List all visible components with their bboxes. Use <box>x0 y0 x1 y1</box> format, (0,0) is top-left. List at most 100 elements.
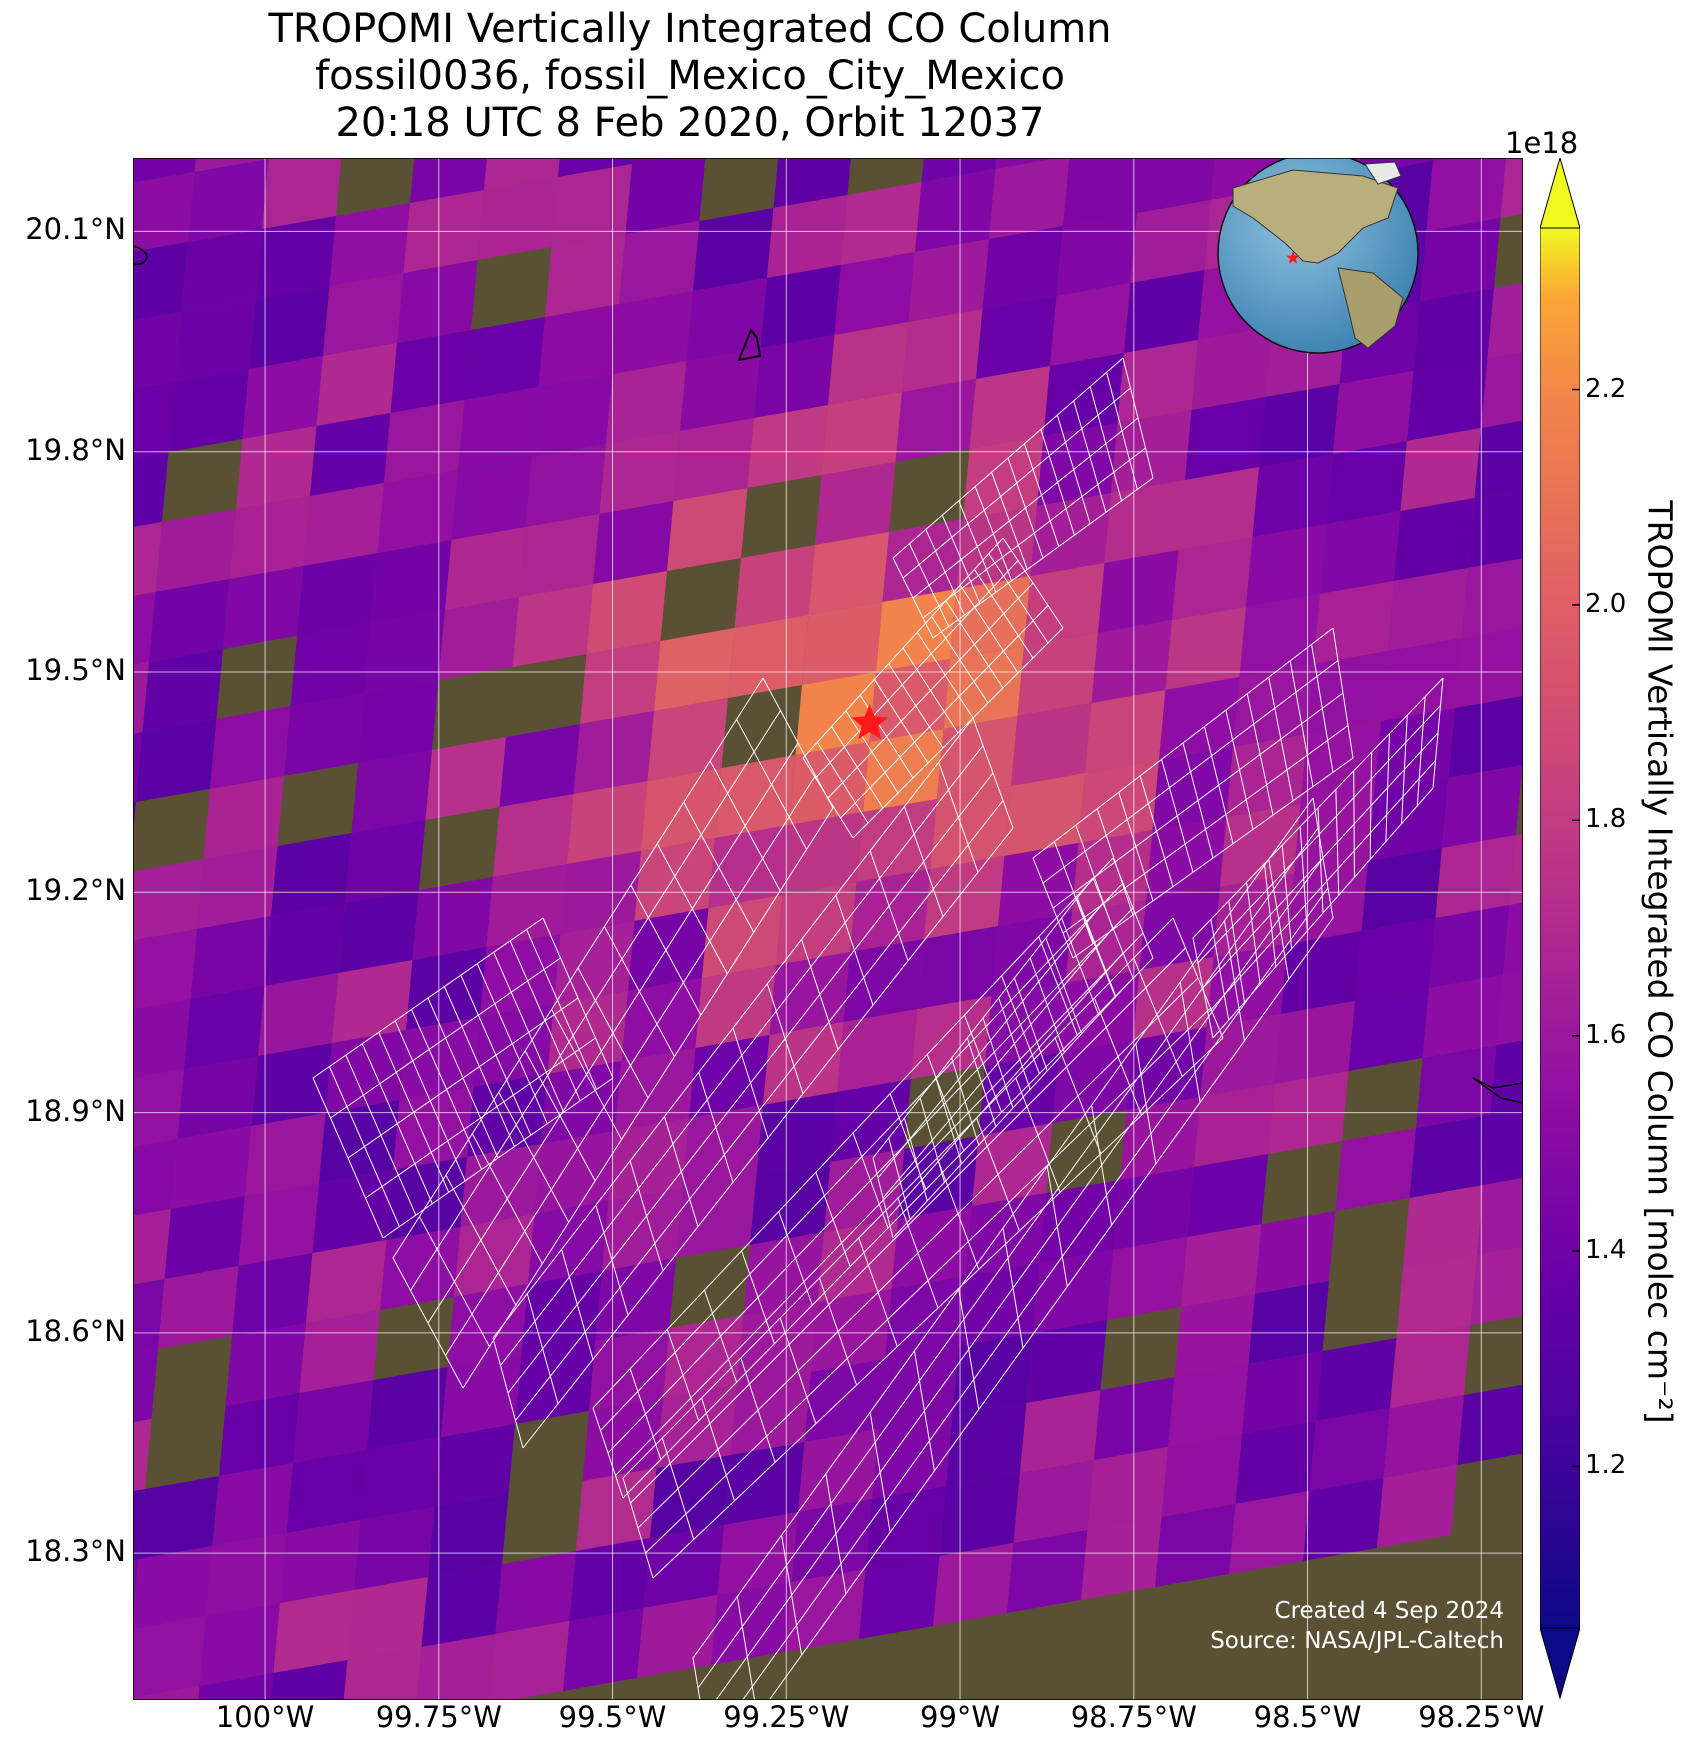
site-star-marker <box>851 704 889 740</box>
co-pixel <box>521 1271 602 1354</box>
lon-tick-label: 99°W <box>920 1700 1001 1734</box>
co-pixel <box>582 1398 663 1481</box>
co-pixel <box>1098 550 1179 633</box>
co-pixel <box>198 1673 274 1700</box>
co-pixel <box>133 1279 165 1354</box>
co-pixel <box>133 1686 200 1700</box>
co-pixel <box>133 1209 171 1285</box>
co-pixel <box>634 838 715 921</box>
co-pixel <box>184 986 265 1069</box>
co-pixel <box>1287 861 1368 944</box>
co-pixel <box>785 1569 866 1652</box>
co-pixel <box>299 1310 380 1393</box>
co-column-map <box>133 158 1523 1700</box>
south-america-landmass <box>1337 267 1404 349</box>
co-pixel <box>343 1647 422 1700</box>
lon-tick-label: 99.75°W <box>375 1700 502 1734</box>
co-pixel <box>393 1087 474 1170</box>
co-pixel <box>856 799 937 882</box>
co-pixel <box>1213 874 1294 957</box>
co-pixel <box>795 672 876 755</box>
co-pixel <box>673 418 754 501</box>
co-pixel <box>563 1608 644 1691</box>
co-pixel <box>554 921 635 1004</box>
co-pixel <box>1455 627 1523 708</box>
co-pixel <box>133 859 204 941</box>
co-pixel <box>1252 454 1333 537</box>
co-pixel <box>354 1507 435 1590</box>
co-pixel <box>133 1069 184 1147</box>
co-pixel <box>262 158 342 229</box>
co-pixel <box>1246 524 1327 607</box>
co-pixel <box>1403 1185 1484 1268</box>
co-pixel <box>1333 371 1414 454</box>
co-pixel <box>693 208 774 291</box>
co-pixel <box>1120 1097 1201 1180</box>
co-pixel <box>1235 1421 1316 1504</box>
co-pixel <box>351 750 432 833</box>
co-pixel <box>467 1074 548 1157</box>
co-pixel <box>921 158 997 182</box>
co-pixel <box>177 1056 258 1139</box>
co-pixel <box>1509 833 1523 905</box>
co-pixel <box>815 462 896 545</box>
co-pixel <box>133 732 143 803</box>
co-pixel <box>551 164 632 247</box>
co-pixel <box>863 729 944 812</box>
co-pixel <box>473 1004 554 1087</box>
co-pixel <box>133 1559 139 1619</box>
co-pixel <box>1274 1001 1355 1084</box>
co-pixel <box>1309 1408 1390 1491</box>
co-pixel <box>773 158 851 208</box>
co-pixel <box>1139 887 1220 970</box>
co-pixel <box>171 1126 252 1209</box>
co-pixel <box>885 1276 966 1359</box>
co-pixel <box>1063 158 1143 226</box>
co-pixel <box>956 506 1037 589</box>
co-pixel <box>1220 804 1301 887</box>
co-pixel <box>724 1442 805 1525</box>
co-pixel <box>225 1323 306 1406</box>
co-pixel <box>512 584 593 667</box>
co-pixel <box>1300 721 1381 804</box>
co-pixel <box>495 1551 576 1634</box>
co-pixel <box>371 540 452 623</box>
co-pixel <box>484 158 560 190</box>
co-pixel <box>595 1258 676 1341</box>
co-pixel <box>133 382 175 459</box>
co-pixel <box>319 1100 400 1183</box>
co-pixel <box>212 1463 293 1546</box>
co-pixel <box>232 1253 313 1336</box>
co-pixel <box>1033 1250 1114 1333</box>
co-pixel <box>915 169 996 252</box>
co-pixel <box>1185 397 1266 480</box>
co-pixel <box>280 1520 361 1603</box>
co-pixel <box>567 781 648 864</box>
co-pixel <box>989 158 1070 239</box>
co-pixel <box>1409 1115 1490 1198</box>
co-pixel <box>859 1556 940 1639</box>
co-pixel <box>312 1170 393 1253</box>
co-pixel <box>895 379 976 462</box>
co-pixel <box>1087 1447 1168 1530</box>
co-pixel <box>1194 1084 1275 1167</box>
co-pixel <box>460 1144 541 1227</box>
overlay-grid-strip <box>1192 677 1444 1039</box>
co-pixel <box>667 488 748 571</box>
co-pixel <box>1461 558 1523 638</box>
co-pixel <box>998 843 1079 926</box>
co-pixel <box>194 158 269 172</box>
co-pixel <box>1207 944 1288 1027</box>
co-pixel <box>769 952 850 1035</box>
co-pixel <box>837 1009 918 1092</box>
co-pixel <box>1072 830 1153 913</box>
co-pixel <box>133 452 169 528</box>
credit-source: Source: NASA/JPL-Caltech <box>1210 1628 1504 1654</box>
source-grid-overlay <box>312 357 1444 1700</box>
co-pixel <box>1390 1325 1471 1408</box>
co-pixel <box>480 934 561 1017</box>
co-pixel <box>841 182 922 265</box>
coastline-west <box>133 245 148 266</box>
co-pixel <box>750 1162 831 1245</box>
co-pixel <box>1381 638 1462 721</box>
